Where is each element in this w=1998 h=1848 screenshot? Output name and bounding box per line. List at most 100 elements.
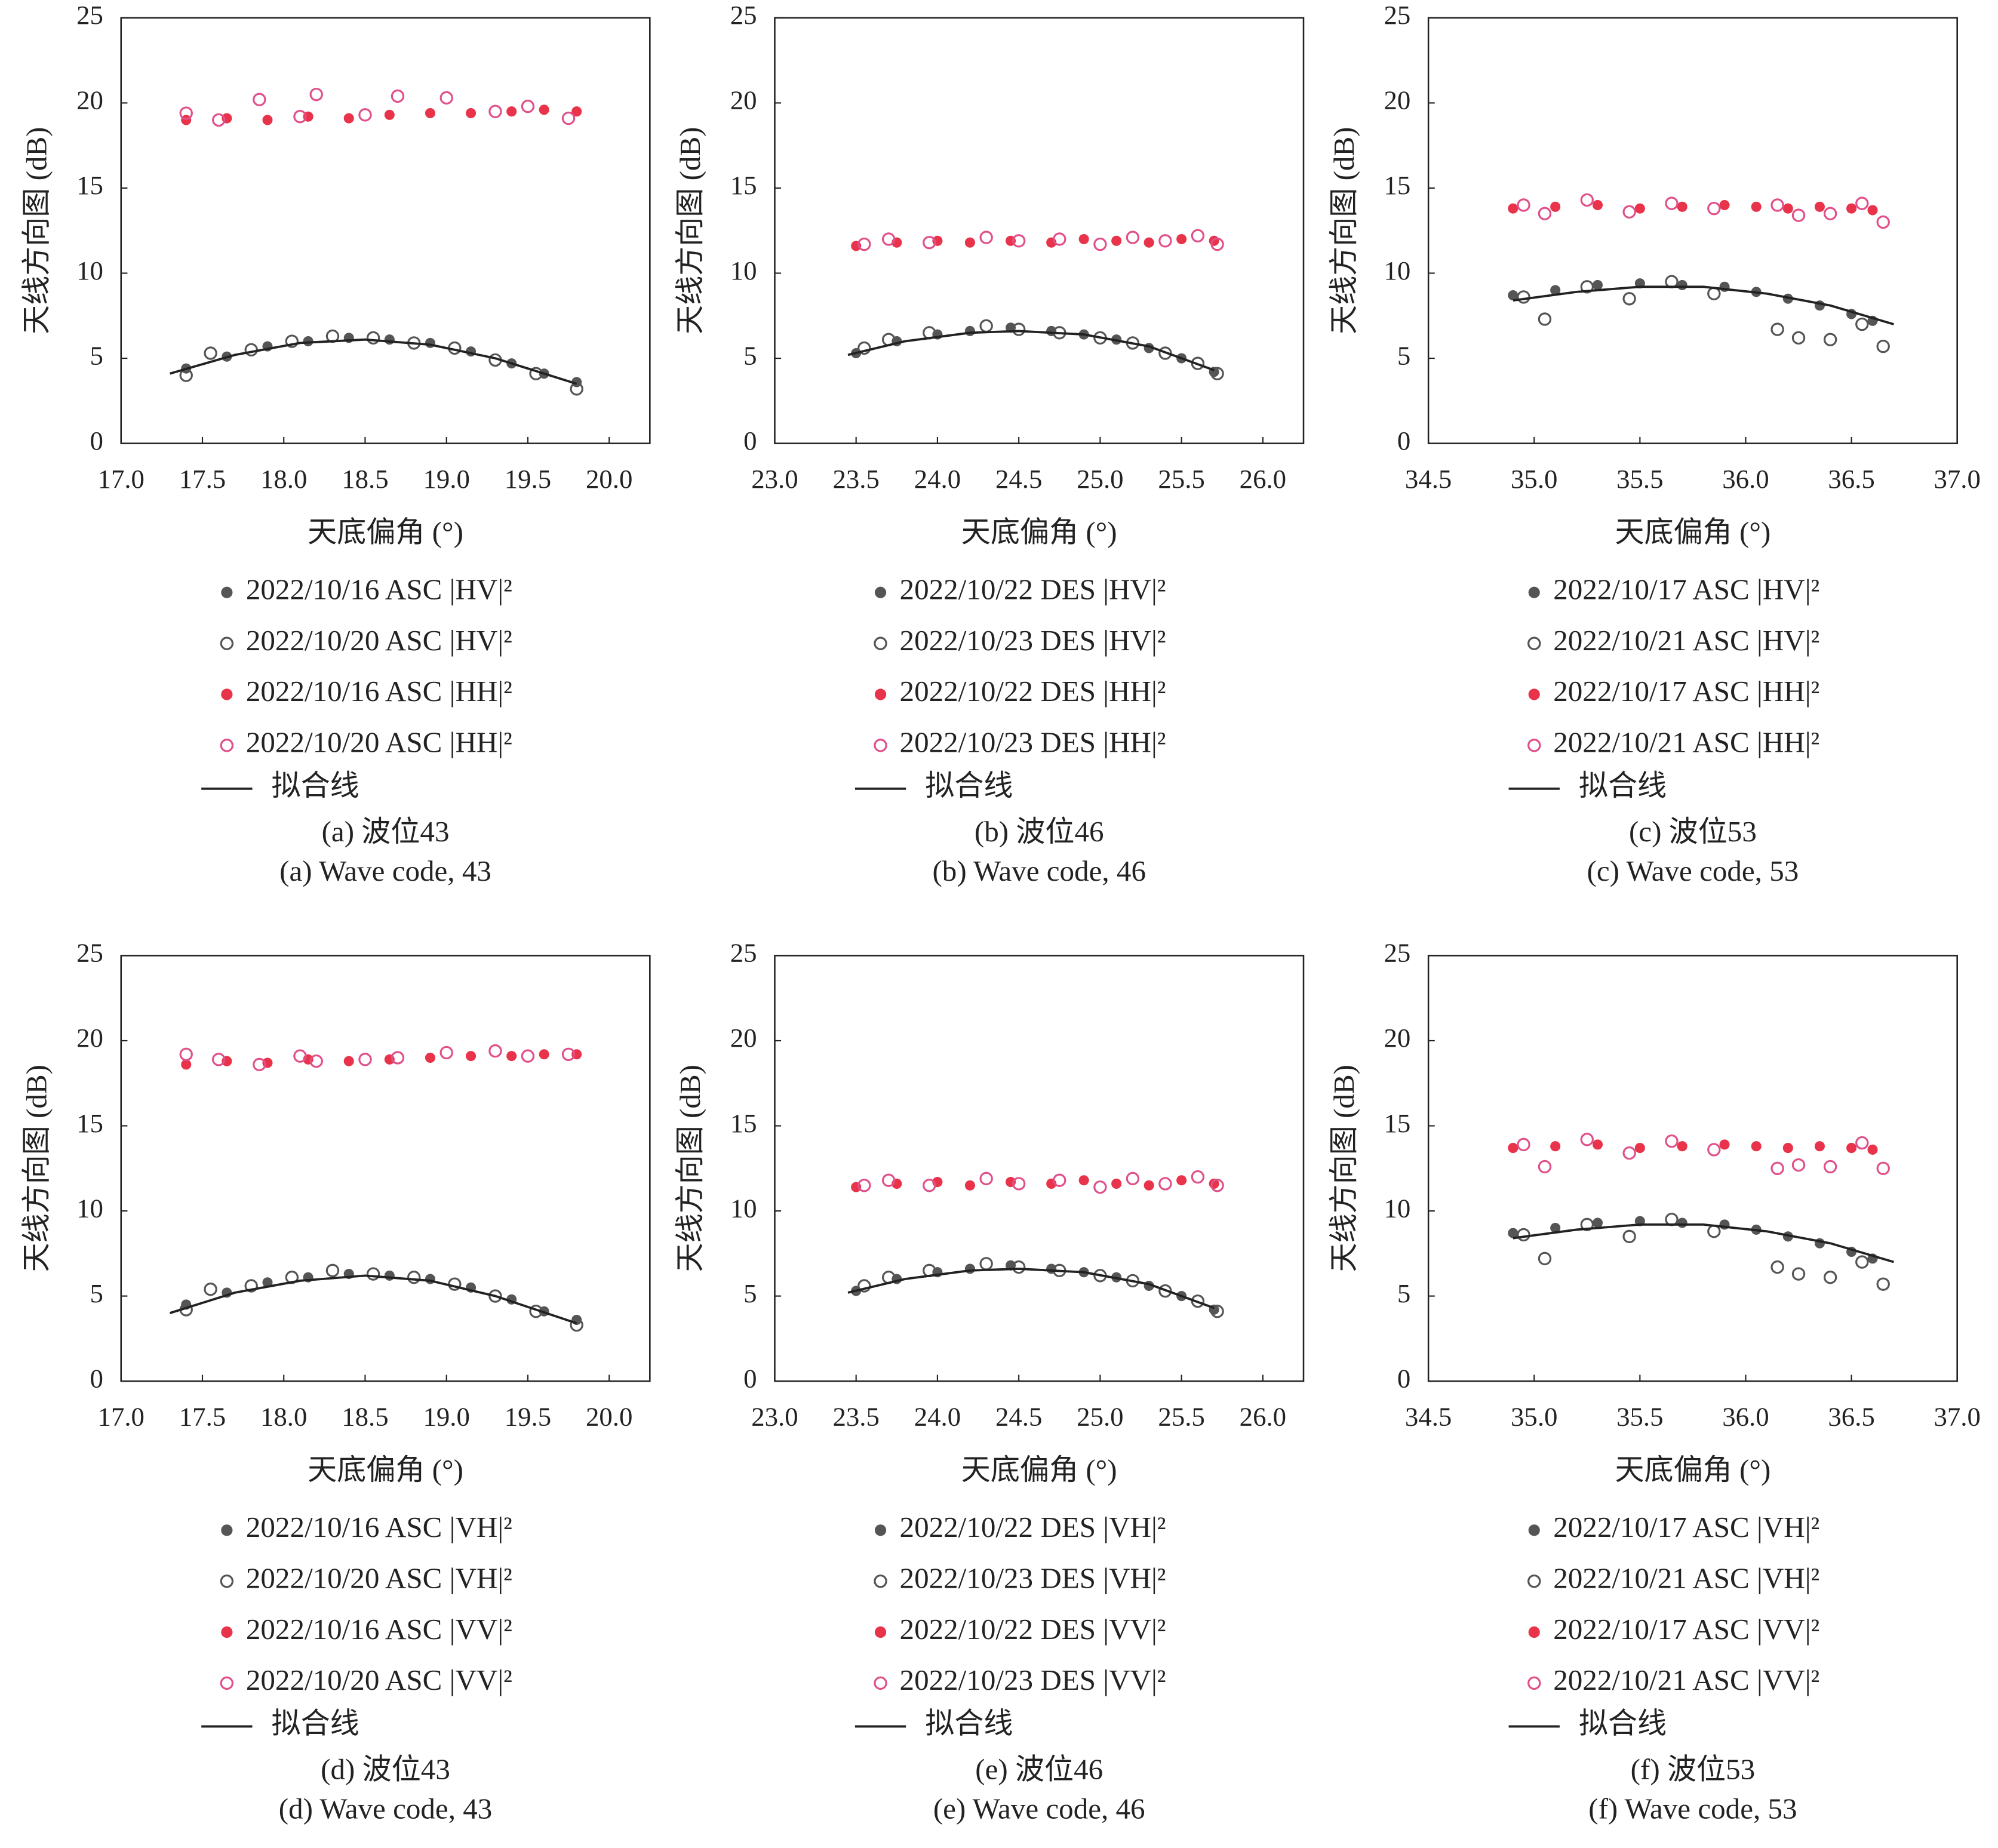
y-tick-label: 5 <box>743 1278 757 1308</box>
data-point <box>1580 193 1594 207</box>
data-point <box>1191 1170 1205 1184</box>
data-point <box>262 1277 273 1288</box>
data-point <box>1770 1260 1784 1274</box>
y-tick-label: 5 <box>1397 340 1410 370</box>
y-tick-label: 10 <box>730 1193 757 1223</box>
x-tick-label: 17.5 <box>179 464 226 494</box>
data-point <box>439 91 453 105</box>
y-tick-label: 5 <box>1397 1278 1410 1308</box>
data-point <box>384 334 395 345</box>
data-point <box>1592 279 1603 290</box>
y-tick-label: 5 <box>90 1278 103 1308</box>
x-tick-label: 19.5 <box>505 464 551 494</box>
x-tick-label: 34.5 <box>1405 1401 1452 1431</box>
legend-label: 拟合线 <box>1579 1707 1667 1740</box>
data-point <box>561 111 576 125</box>
data-point <box>1867 205 1878 216</box>
x-tick-label: 18.0 <box>260 464 307 494</box>
data-point <box>439 1046 453 1060</box>
data-point <box>521 99 535 113</box>
y-tick-label: 0 <box>90 426 103 456</box>
data-point <box>1176 233 1187 245</box>
legend-label: 2022/10/22 DES |VV|² <box>900 1613 1166 1646</box>
data-point <box>857 341 871 355</box>
data-point <box>1191 356 1205 370</box>
y-tick-label: 15 <box>730 170 757 200</box>
data-point <box>1719 1139 1730 1150</box>
data-point <box>391 89 405 103</box>
data-point <box>1823 333 1837 346</box>
legend-marker <box>220 637 234 650</box>
x-tick-label: 17.0 <box>98 464 145 494</box>
data-point <box>1677 1217 1687 1228</box>
data-point <box>1592 1217 1603 1228</box>
legend-label: 拟合线 <box>925 769 1013 802</box>
data-point <box>1791 331 1806 345</box>
data-point <box>506 1051 517 1062</box>
x-axis-label: 天底偏角 (°) <box>308 516 463 549</box>
legend-label: 拟合线 <box>272 769 359 802</box>
data-point <box>1508 1228 1519 1238</box>
legend-label: 2022/10/21 ASC |VV|² <box>1553 1663 1819 1696</box>
x-tick-label: 36.5 <box>1828 464 1874 494</box>
data-point <box>1846 203 1857 214</box>
data-point <box>1538 207 1552 220</box>
data-point <box>1791 1267 1806 1281</box>
y-tick-label: 25 <box>1384 0 1410 30</box>
legend-label: 2022/10/21 ASC |VH|² <box>1553 1561 1819 1594</box>
legend-label: 2022/10/22 DES |HH|² <box>900 675 1166 708</box>
data-point <box>325 1263 340 1278</box>
data-point <box>309 87 323 102</box>
y-tick-label: 25 <box>76 0 103 30</box>
data-point <box>1158 1284 1172 1298</box>
caption-en: (b) Wave code, 46 <box>932 854 1146 887</box>
y-tick-label: 15 <box>1384 1108 1410 1138</box>
y-axis-label: 天线方向图 (dB) <box>674 127 706 334</box>
legend-marker <box>221 1524 233 1536</box>
y-tick-label: 10 <box>730 256 757 285</box>
data-point <box>561 1047 576 1061</box>
data-point <box>1719 199 1730 211</box>
data-point <box>1517 1137 1530 1152</box>
y-tick-label: 25 <box>730 938 757 968</box>
x-tick-label: 25.5 <box>1158 1401 1204 1431</box>
legend-marker <box>874 1524 887 1536</box>
legend-label: 2022/10/16 ASC |VH|² <box>246 1511 512 1543</box>
legend-label: 2022/10/16 ASC |HV|² <box>246 573 512 606</box>
y-tick-label: 10 <box>76 1193 103 1223</box>
x-tick-label: 23.0 <box>751 1401 798 1431</box>
legend-label: 2022/10/22 DES |VH|² <box>900 1511 1166 1543</box>
legend-marker <box>1528 1524 1540 1536</box>
data-point <box>488 1044 502 1058</box>
data-point <box>1770 1161 1784 1175</box>
x-tick-label: 37.0 <box>1934 1401 1980 1431</box>
y-tick-label: 0 <box>90 1363 103 1393</box>
x-axis-label: 天底偏角 (°) <box>1615 1453 1770 1486</box>
x-tick-label: 34.5 <box>1405 464 1452 494</box>
data-point <box>1707 201 1721 216</box>
legend-marker <box>874 1574 887 1588</box>
legend-marker <box>874 637 887 650</box>
x-tick-label: 36.0 <box>1722 1401 1769 1431</box>
data-point <box>1209 235 1219 246</box>
y-tick-label: 20 <box>730 1023 757 1053</box>
data-point <box>964 325 975 336</box>
data-point <box>570 1318 583 1332</box>
legend-label: 2022/10/23 DES |HH|² <box>900 726 1166 759</box>
data-point <box>1823 1271 1837 1284</box>
legend-label: 拟合线 <box>925 1707 1013 1740</box>
y-tick-label: 15 <box>76 170 103 200</box>
data-point <box>407 1271 421 1284</box>
y-tick-label: 20 <box>76 85 103 115</box>
data-point <box>1078 1175 1089 1186</box>
data-point <box>1855 196 1869 210</box>
data-point <box>1855 1136 1869 1150</box>
legend-label: 2022/10/17 ASC |HV|² <box>1553 573 1819 606</box>
x-tick-label: 35.0 <box>1511 1401 1557 1431</box>
x-tick-label: 25.0 <box>1077 464 1123 494</box>
data-point <box>253 93 266 106</box>
data-point <box>1770 198 1784 212</box>
legend-label: 2022/10/23 DES |HV|² <box>900 624 1166 657</box>
data-point <box>1012 1177 1026 1191</box>
